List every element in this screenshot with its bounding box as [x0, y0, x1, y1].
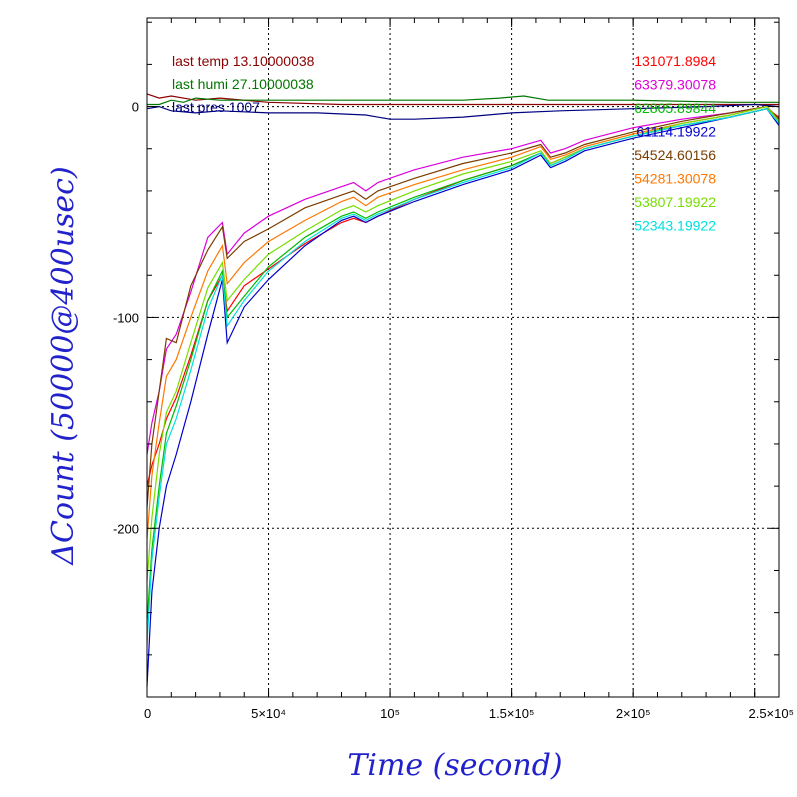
x-tick-label: 1.5×10⁵ — [489, 706, 535, 721]
ticks: 0 5×10⁴ 10⁵ 1.5×10⁵ 2×10⁵ 2.5×10⁵ 0 -100 -200 — [113, 18, 794, 721]
x-tick-label: 0 — [144, 706, 151, 721]
legend-entry-7: 52343.19922 — [634, 218, 716, 234]
legend-entry-6: 53807.19922 — [634, 194, 716, 210]
legend-entry-0: 131071.8984 — [634, 53, 716, 69]
y-tick-label: 0 — [132, 100, 139, 115]
y-tick-label: -100 — [113, 310, 139, 325]
legend: 131071.8984 63379.30078 62805.89844 61114.1… — [634, 53, 716, 234]
env-series-line-1 — [147, 95, 779, 106]
series-line-0 — [146, 108, 780, 487]
series-line-7 — [146, 108, 780, 645]
env-labels: last temp 13.10000038 last humi 27.100000… — [172, 53, 315, 115]
grid — [147, 18, 779, 697]
series-lines — [146, 93, 780, 687]
x-tick-label: 2.5×10⁵ — [748, 706, 794, 721]
series-line-4 — [146, 105, 780, 508]
env-label-1: last humi 27.10000038 — [172, 76, 314, 92]
x-tick-label: 5×10⁴ — [251, 706, 286, 721]
env-series-line-0 — [146, 93, 779, 106]
legend-entry-1: 63379.30078 — [634, 77, 716, 93]
x-axis-label: Time (second) — [347, 748, 562, 783]
legend-entry-3: 61114.19922 — [636, 124, 716, 140]
env-label-2: last pres 1007 — [172, 99, 260, 115]
y-tick-label: -200 — [113, 521, 139, 536]
env-label-0: last temp 13.10000038 — [172, 53, 315, 69]
y-axis-label: ΔCount (50000@400usec) — [46, 166, 81, 565]
env-series-line-2 — [146, 103, 780, 120]
plot-frame — [146, 17, 780, 698]
x-tick-label: 2×10⁵ — [616, 706, 651, 721]
series-line-5 — [146, 105, 780, 539]
legend-entry-4: 54524.60156 — [634, 147, 716, 163]
series-line-3 — [146, 108, 780, 687]
x-tick-label: 10⁵ — [380, 706, 400, 721]
legend-entry-2: 62805.89844 — [634, 100, 716, 116]
legend-entry-5: 54281.30078 — [634, 171, 716, 187]
